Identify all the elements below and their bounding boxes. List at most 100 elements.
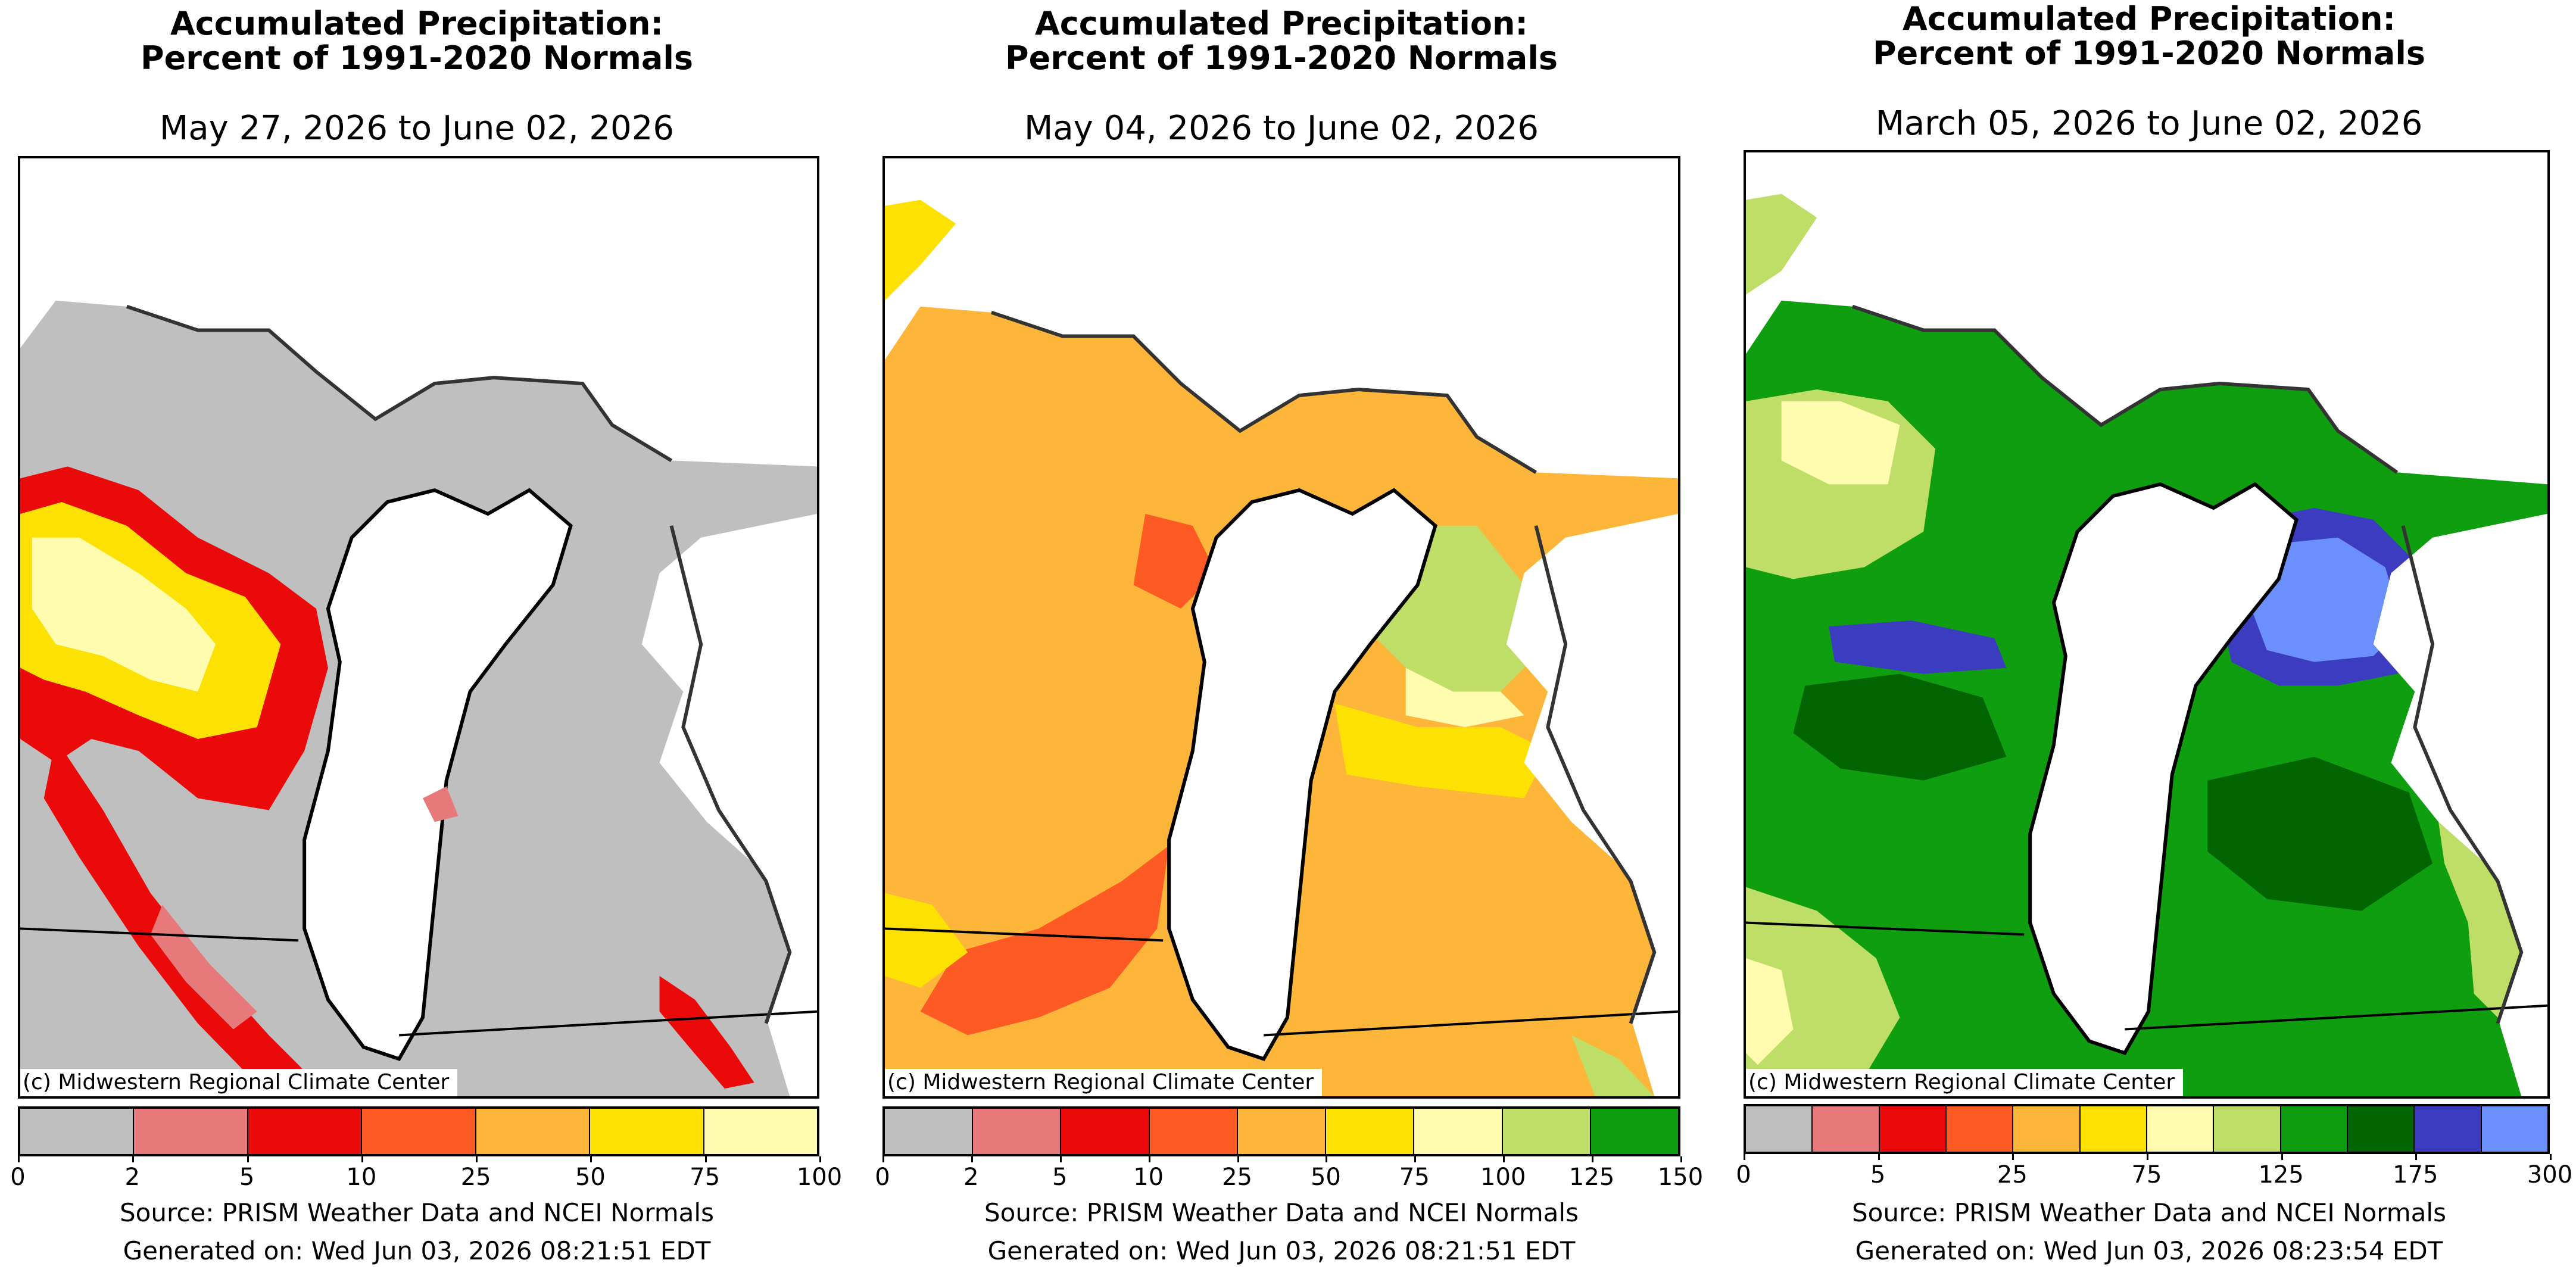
colorbar-tick <box>2415 1154 2418 1160</box>
colorbar-swatch <box>885 1109 974 1154</box>
panel-3-colorbar <box>1744 1104 2550 1154</box>
colorbar-swatch <box>476 1109 591 1154</box>
panel-2-date-range: May 04, 2026 to June 02, 2026 <box>1024 109 1539 148</box>
colorbar-swatch <box>1590 1109 1678 1154</box>
panel-2-credit: (c) Midwestern Regional Climate Center <box>885 1069 1323 1096</box>
colorbar-tick-label: 2 <box>963 1164 979 1191</box>
colorbar-tick <box>247 1156 249 1162</box>
colorbar-tick <box>2550 1154 2552 1160</box>
colorbar-tick <box>361 1156 363 1162</box>
colorbar-tick <box>18 1156 20 1162</box>
colorbar-tick <box>1503 1156 1505 1162</box>
colorbar-swatch <box>1414 1109 1503 1154</box>
colorbar-swatch <box>590 1109 704 1154</box>
map-panel-1: Accumulated Precipitation: Percent of 19… <box>0 0 842 1288</box>
panel-1-date-range: May 27, 2026 to June 02, 2026 <box>160 109 674 148</box>
panel-3-date-range: March 05, 2026 to June 02, 2026 <box>1875 104 2423 143</box>
panel-3-source: Source: PRISM Weather Data and NCEI Norm… <box>1852 1198 2446 1227</box>
colorbar-tick <box>1878 1154 1880 1160</box>
colorbar-swatch <box>20 1109 135 1154</box>
panel-3-map-graphic <box>1746 152 2547 1096</box>
colorbar-tick-label: 75 <box>1399 1164 1430 1191</box>
colorbar-tick-label: 0 <box>10 1164 26 1191</box>
colorbar-swatch <box>362 1109 476 1154</box>
colorbar-tick <box>1237 1156 1239 1162</box>
colorbar-tick <box>1592 1156 1594 1162</box>
colorbar-tick-label: 75 <box>690 1164 721 1191</box>
panel-3-map: (c) Midwestern Regional Climate Center <box>1744 150 2550 1099</box>
colorbar-tick <box>1326 1156 1328 1162</box>
colorbar-tick <box>882 1156 884 1162</box>
panel-1-generated: Generated on: Wed Jun 03, 2026 08:21:51 … <box>123 1236 711 1265</box>
colorbar-swatch <box>1149 1109 1238 1154</box>
colorbar-tick-label: 5 <box>239 1164 255 1191</box>
colorbar-tick <box>971 1156 973 1162</box>
colorbar-tick <box>2147 1154 2148 1160</box>
colorbar-tick-label: 100 <box>796 1164 843 1191</box>
colorbar-tick-label: 300 <box>2527 1161 2573 1189</box>
colorbar-tick <box>1059 1156 1062 1162</box>
panel-2-source: Source: PRISM Weather Data and NCEI Norm… <box>984 1198 1579 1227</box>
colorbar-tick-label: 10 <box>1133 1164 1164 1191</box>
colorbar-tick-label: 150 <box>1657 1164 1704 1191</box>
panel-2-title-line2: Percent of 1991-2020 Normals <box>1005 39 1558 77</box>
colorbar-swatch <box>2415 1106 2482 1152</box>
colorbar-swatch <box>704 1109 817 1154</box>
colorbar-swatch <box>1061 1109 1150 1154</box>
colorbar-tick <box>2281 1154 2283 1160</box>
colorbar-swatch <box>2080 1106 2147 1152</box>
colorbar-swatch <box>1237 1109 1327 1154</box>
colorbar-tick-label: 50 <box>575 1164 606 1191</box>
colorbar-tick-label: 25 <box>1222 1164 1252 1191</box>
colorbar-tick <box>1414 1156 1417 1162</box>
colorbar-tick-label: 100 <box>1480 1164 1526 1191</box>
colorbar-tick-label: 0 <box>875 1164 890 1191</box>
colorbar-swatch <box>2481 1106 2547 1152</box>
colorbar-swatch <box>2147 1106 2215 1152</box>
colorbar-swatch <box>1502 1109 1591 1154</box>
colorbar-tick <box>590 1156 592 1162</box>
colorbar-tick-label: 75 <box>2131 1161 2162 1189</box>
colorbar-swatch <box>2214 1106 2281 1152</box>
panel-1-credit: (c) Midwestern Regional Climate Center <box>20 1069 458 1096</box>
colorbar-swatch <box>973 1109 1062 1154</box>
colorbar-tick-label: 125 <box>1568 1164 1615 1191</box>
colorbar-swatch <box>2347 1106 2415 1152</box>
colorbar-swatch <box>248 1109 363 1154</box>
colorbar-swatch <box>1326 1109 1415 1154</box>
panel-1-source: Source: PRISM Weather Data and NCEI Norm… <box>120 1198 714 1227</box>
panel-2-colorbar <box>882 1106 1680 1156</box>
colorbar-tick-label: 25 <box>1997 1161 2028 1189</box>
map-panel-3: Accumulated Precipitation: Percent of 19… <box>1729 0 2573 1288</box>
colorbar-tick-label: 50 <box>1310 1164 1341 1191</box>
panel-3-credit: (c) Midwestern Regional Climate Center <box>1746 1069 2184 1096</box>
colorbar-tick-label: 25 <box>460 1164 491 1191</box>
panel-3-generated: Generated on: Wed Jun 03, 2026 08:23:54 … <box>1855 1236 2443 1265</box>
colorbar-tick-label: 125 <box>2258 1161 2304 1189</box>
panel-1-colorbar <box>18 1106 819 1156</box>
colorbar-tick <box>819 1156 821 1162</box>
colorbar-tick-label: 0 <box>1736 1161 1751 1189</box>
colorbar-tick <box>1680 1156 1682 1162</box>
panel-2-map-graphic <box>885 158 1678 1096</box>
panel-1-map-graphic <box>20 158 817 1096</box>
colorbar-tick <box>704 1156 707 1162</box>
panel-2-title-line1: Accumulated Precipitation: <box>1034 5 1529 42</box>
panel-3-title-line1: Accumulated Precipitation: <box>1902 0 2396 38</box>
colorbar-swatch <box>1813 1106 1880 1152</box>
colorbar-swatch <box>134 1109 248 1154</box>
colorbar-tick-label: 5 <box>1870 1161 1886 1189</box>
panel-1-map: (c) Midwestern Regional Climate Center <box>18 156 819 1099</box>
panel-2-map: (c) Midwestern Regional Climate Center <box>882 156 1680 1099</box>
colorbar-tick <box>132 1156 135 1162</box>
colorbar-tick <box>1744 1154 1745 1160</box>
colorbar-swatch <box>2013 1106 2081 1152</box>
colorbar-tick-label: 5 <box>1052 1164 1068 1191</box>
colorbar-swatch <box>1879 1106 1947 1152</box>
panel-2-generated: Generated on: Wed Jun 03, 2026 08:21:51 … <box>987 1236 1576 1265</box>
colorbar-tick-label: 2 <box>124 1164 141 1191</box>
map-panel-2: Accumulated Precipitation: Percent of 19… <box>865 0 1703 1288</box>
colorbar-tick <box>1148 1156 1150 1162</box>
colorbar-tick <box>476 1156 478 1162</box>
colorbar-tick <box>2012 1154 2014 1160</box>
